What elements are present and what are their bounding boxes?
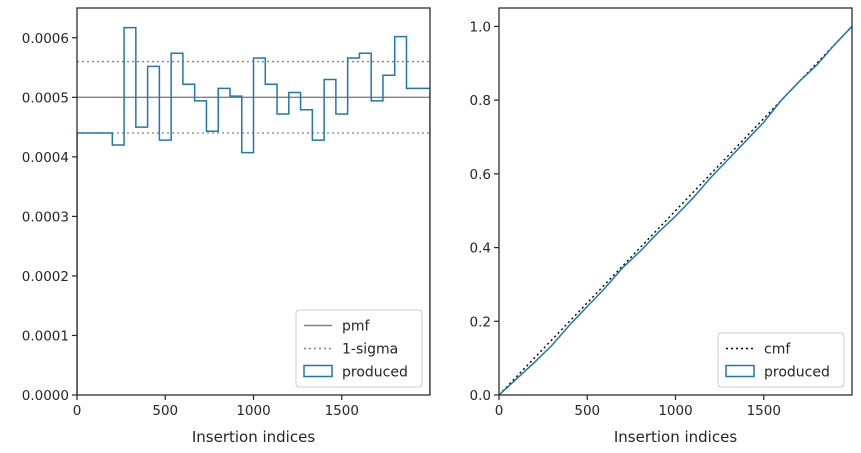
- x-tick-label: 1000: [236, 403, 270, 419]
- x-tick-label: 500: [574, 403, 600, 419]
- x-tick-label: 500: [152, 403, 178, 419]
- y-tick-label: 0.8: [470, 93, 491, 109]
- cmf-panel: 0 500 1000 1500 0.0 0.2 0.4 0.6 0.8 1.0 Insertion …: [470, 7, 853, 446]
- y-tick-label: 0.0: [470, 388, 491, 404]
- x-tick-label: 0: [73, 403, 82, 419]
- y-tick-label: 0.2: [470, 314, 491, 330]
- legend: cmf produced: [717, 332, 845, 388]
- legend-label: cmf: [764, 342, 791, 358]
- y-tick-label: 0.0005: [22, 90, 69, 106]
- y-tick-label: 0.0000: [22, 388, 69, 404]
- series-produced: [499, 25, 852, 395]
- legend-label: pmf: [342, 319, 371, 335]
- plot-area: [499, 25, 852, 395]
- x-axis-label: Insertion indices: [614, 428, 737, 446]
- x-tick-label: 1500: [325, 403, 359, 419]
- x-tick-label: 0: [495, 403, 504, 419]
- plot-area: [77, 26, 430, 395]
- legend-label: 1-sigma: [342, 342, 398, 358]
- y-tick-label: 0.0001: [22, 328, 69, 344]
- pmf-histogram-panel: 0 500 1000 1500 0.0000 0.0001 0.0002 0.0003 0.00…: [22, 7, 431, 446]
- x-axis-label: Insertion indices: [192, 428, 315, 446]
- y-tick-label: 0.0003: [22, 209, 69, 225]
- y-tick-label: 1.0: [470, 19, 491, 35]
- legend: pmf 1-sigma produced: [295, 309, 423, 388]
- legend-box: [295, 309, 423, 388]
- legend-swatch: [725, 364, 755, 378]
- legend-box: [717, 332, 845, 388]
- y-tick-label: 0.4: [470, 241, 491, 257]
- x-tick-label: 1000: [658, 403, 692, 419]
- y-tick-label: 0.0002: [22, 269, 69, 285]
- legend-label: produced: [764, 365, 830, 381]
- x-tick-label: 1500: [747, 403, 781, 419]
- series-produced: [77, 26, 430, 395]
- legend-swatch: [303, 364, 333, 378]
- y-tick-label: 0.0004: [22, 150, 69, 166]
- y-tick-label: 0.6: [470, 167, 491, 183]
- legend-label: produced: [342, 365, 408, 381]
- y-tick-label: 0.0006: [22, 31, 69, 47]
